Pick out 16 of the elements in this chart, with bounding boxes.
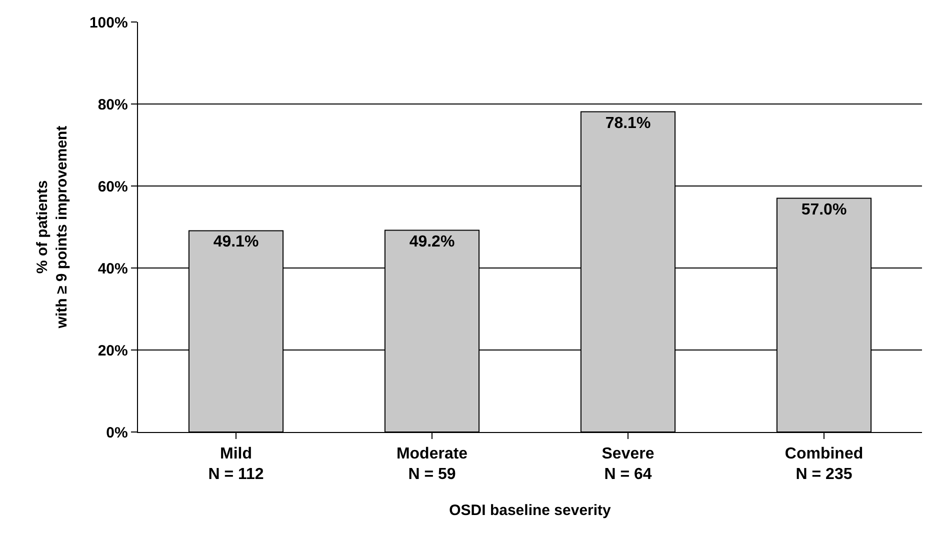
x-tick-label: Moderate N = 59 — [396, 445, 468, 484]
y-tick-label: 0% — [106, 424, 128, 442]
y-tick-label: 20% — [98, 342, 128, 360]
y-tick-label: 100% — [89, 14, 128, 32]
data-label: 57.0% — [801, 201, 847, 218]
x-tick-label: Severe N = 64 — [602, 445, 654, 484]
x-axis-title: OSDI baseline severity — [449, 502, 612, 520]
y-axis-title: % of patients with ≥ 9 points improvement — [34, 126, 71, 330]
y-tick-label: 40% — [98, 260, 128, 278]
y-tick-label: 60% — [98, 178, 128, 196]
data-label: 78.1% — [605, 114, 651, 132]
data-label: 49.2% — [409, 233, 455, 250]
x-tick-label: Combined N = 235 — [784, 445, 864, 484]
data-label: 49.1% — [213, 234, 259, 251]
x-tick-label: Mild N = 112 — [208, 445, 264, 484]
y-tick-label: 80% — [98, 96, 128, 114]
